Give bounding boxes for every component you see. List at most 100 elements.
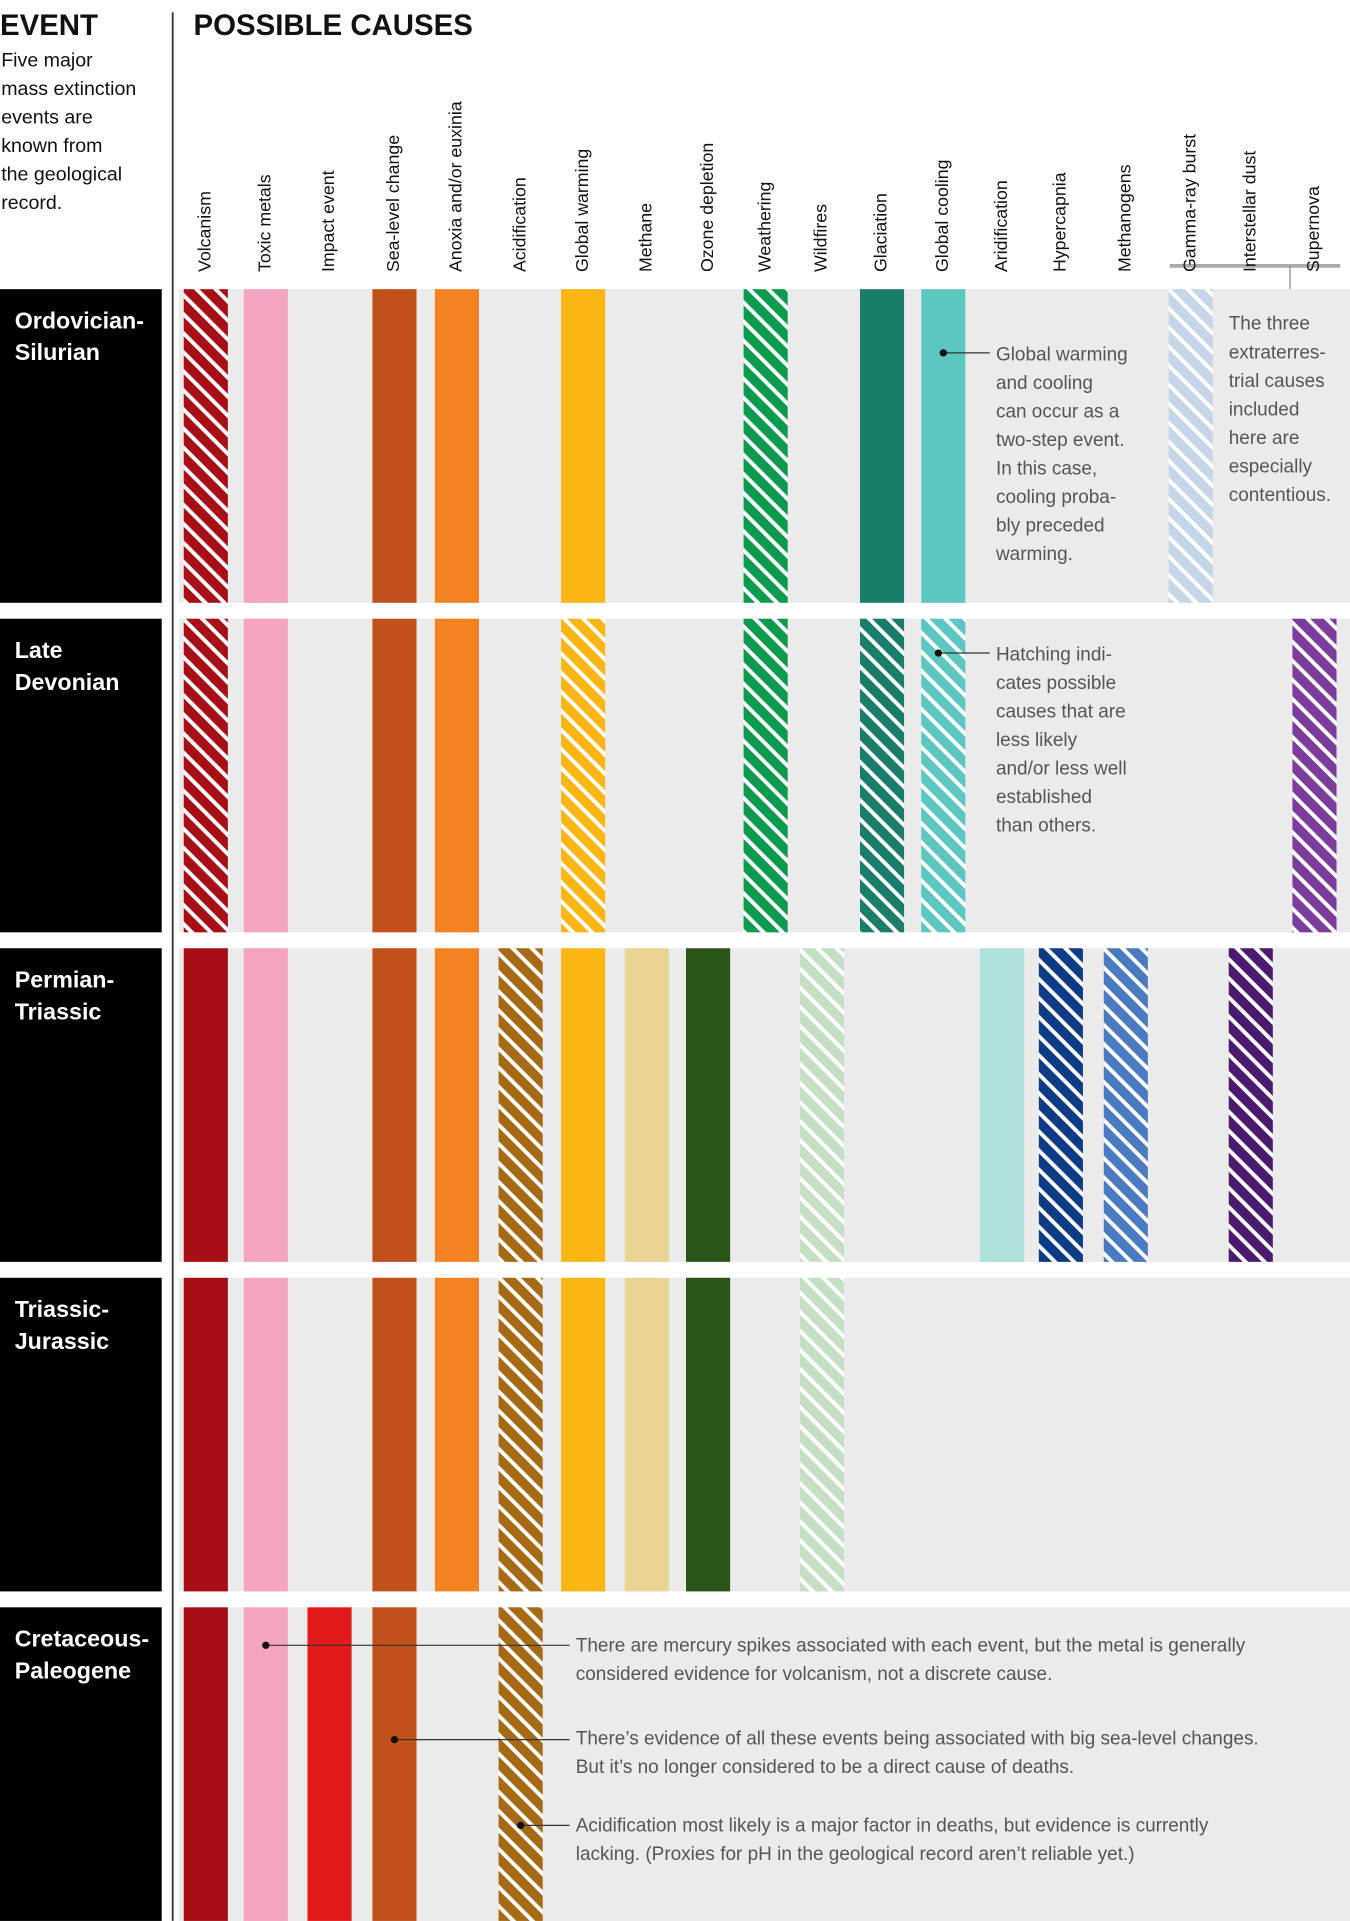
annotation: The three: [1229, 314, 1310, 335]
cause-bar-hatched: [1228, 948, 1273, 1262]
cause-label: Ozone depletion: [697, 143, 717, 272]
annotation: established: [996, 787, 1092, 808]
event-name: Permian-: [15, 966, 115, 992]
cause-bar: [372, 1277, 417, 1592]
event-name: Late: [15, 637, 63, 663]
cause-bar: [183, 948, 228, 1262]
cause-bar-hatched: [921, 618, 966, 933]
cause-label: Methanogens: [1115, 164, 1135, 272]
event-name: Ordovician-: [15, 307, 144, 333]
annotation: here are: [1229, 428, 1300, 449]
cause-bar: [243, 948, 288, 1262]
cause-label: Anoxia and/or euxinia: [446, 101, 466, 272]
cause-bar: [434, 948, 479, 1262]
annotation: There’s evidence of all these events bei…: [576, 1729, 1259, 1750]
annotation: causes that are: [996, 702, 1126, 723]
cause-label: Sea-level change: [383, 135, 403, 272]
cause-bar-hatched: [799, 948, 845, 1262]
cause-bar: [434, 618, 479, 933]
cause-label: Toxic metals: [255, 174, 275, 272]
event-box: [0, 1277, 162, 1592]
cause-bar-hatched: [1103, 948, 1148, 1262]
annotation: warming.: [995, 544, 1073, 565]
event-title: EVENT: [0, 9, 98, 42]
cause-bar: [859, 289, 905, 603]
event-name: Devonian: [15, 669, 120, 695]
annotation: But it’s no longer considered to be a di…: [576, 1757, 1074, 1778]
cause-bar-hatched: [859, 618, 905, 933]
cause-bar: [561, 289, 606, 603]
cause-label: Supernova: [1303, 186, 1323, 272]
cause-bar: [372, 618, 417, 933]
cause-bar: [243, 289, 288, 603]
annotation: and/or less well: [996, 759, 1127, 780]
cause-label: Impact event: [318, 170, 338, 272]
event-description: known from: [1, 135, 102, 157]
cause-bar: [372, 948, 417, 1262]
cause-bar-hatched: [799, 1277, 845, 1592]
cause-label: Volcanism: [194, 191, 214, 272]
cause-bar-hatched: [561, 618, 606, 933]
cause-bar: [183, 1277, 228, 1592]
annotation: lacking. (Proxies for pH in the geologic…: [576, 1844, 1135, 1865]
annotation: Acidification most likely is a major fac…: [576, 1816, 1209, 1837]
cause-label: Global cooling: [932, 160, 952, 272]
event-name: Cretaceous-: [15, 1626, 149, 1652]
cause-label: Gamma-ray burst: [1179, 134, 1199, 272]
event-description: mass extinction: [1, 78, 136, 100]
cause-bar-hatched: [1168, 289, 1213, 603]
annotation: two-step event.: [996, 430, 1125, 451]
annotation: Hatching indi-: [996, 644, 1112, 665]
leader-dot: [939, 349, 947, 357]
event-name: Silurian: [15, 339, 100, 365]
event-box: [0, 618, 162, 933]
annotation: There are mercury spikes associated with…: [576, 1636, 1246, 1657]
cause-bar: [624, 1277, 669, 1592]
cause-label: Glaciation: [871, 193, 891, 272]
cause-bar-hatched: [743, 289, 788, 603]
annotation: and cooling: [996, 373, 1093, 394]
leader-dot: [262, 1641, 270, 1649]
annotation: cooling proba-: [996, 487, 1116, 508]
cause-bar-hatched: [498, 948, 543, 1262]
annotation: contentious.: [1229, 485, 1331, 506]
cause-bar: [243, 1607, 288, 1921]
annotation: especially: [1229, 456, 1313, 477]
cause-label: Interstellar dust: [1239, 151, 1259, 272]
cause-bar-hatched: [183, 618, 228, 933]
cause-bar: [434, 1277, 479, 1592]
cause-bar: [372, 289, 417, 603]
cause-label: Methane: [636, 203, 656, 272]
cause-bar-hatched: [498, 1277, 543, 1592]
cause-bar: [686, 948, 731, 1262]
cause-bar-hatched: [1038, 948, 1083, 1262]
annotation: can occur as a: [996, 401, 1120, 422]
cause-bar: [243, 1277, 288, 1592]
annotation: cates possible: [996, 673, 1116, 694]
event-description: record.: [1, 192, 62, 214]
event-box: [0, 289, 162, 603]
event-box: [0, 1607, 162, 1921]
cause-bar-hatched: [498, 1607, 543, 1921]
row-background: [178, 948, 1350, 1262]
cause-label: Global warming: [572, 149, 592, 272]
cause-label: Hypercapnia: [1050, 172, 1070, 272]
annotation: less likely: [996, 730, 1078, 751]
cause-label: Weathering: [754, 182, 774, 272]
annotation: extraterres-: [1229, 342, 1326, 363]
annotation: bly preceded: [996, 516, 1105, 537]
cause-label: Aridification: [991, 180, 1011, 272]
annotation: In this case,: [996, 459, 1097, 480]
event-name: Triassic-: [15, 1296, 109, 1322]
causes-title: POSSIBLE CAUSES: [194, 9, 473, 42]
cause-bar: [921, 289, 966, 603]
annotation: than others.: [996, 816, 1096, 837]
event-name: Triassic: [15, 998, 102, 1024]
cause-bar: [372, 1607, 417, 1921]
cause-bar: [686, 1277, 731, 1592]
annotation: Global warming: [996, 344, 1128, 365]
leader-dot: [516, 1821, 525, 1830]
cause-bar: [434, 289, 479, 603]
